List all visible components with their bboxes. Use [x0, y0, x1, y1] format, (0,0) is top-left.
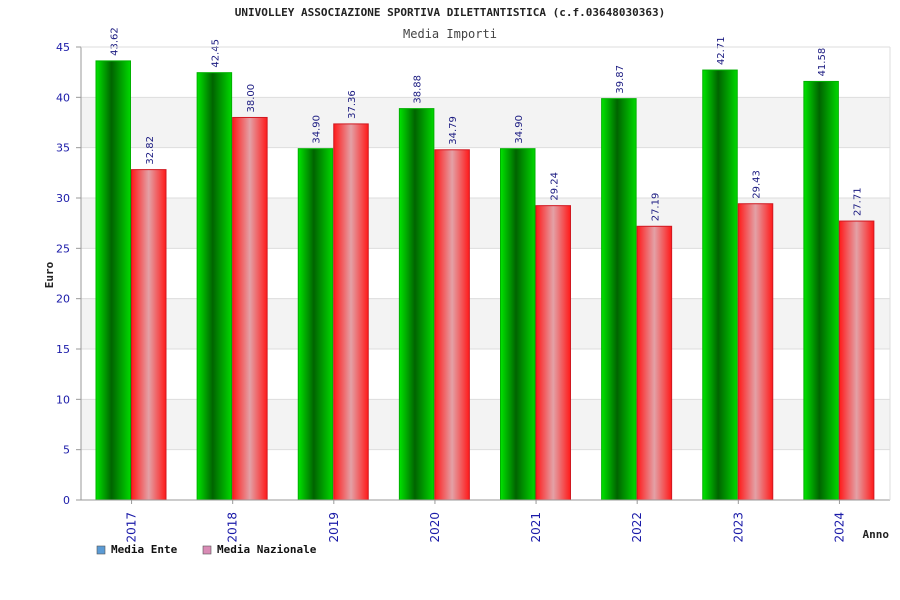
- y-tick-label: 45: [56, 41, 70, 54]
- legend-swatch: [96, 545, 106, 555]
- bar-media-ente-2020: [398, 108, 435, 501]
- x-tick-label: 2020: [428, 512, 442, 543]
- data-label: 29.24: [549, 172, 560, 201]
- x-tick-label: 2017: [125, 512, 139, 543]
- legend-label: Media Ente: [111, 543, 178, 556]
- bar-media-nazionale-2024: [838, 220, 875, 501]
- x-tick-label: 2018: [226, 512, 240, 543]
- x-axis-ticks: 2017 2018 2019 2020 2021 2022 2023 2024: [125, 500, 846, 543]
- y-axis-ticks: 0 5 10 15 20 25 30 35 40 45: [56, 41, 81, 507]
- y-tick-label: 35: [56, 142, 70, 155]
- value-labels: 43.62 32.82 42.45 38.00 34.90 37.36 38.88 34.79…: [109, 27, 863, 221]
- data-label: 38.88: [413, 75, 424, 104]
- data-label: 34.90: [312, 115, 323, 144]
- x-tick-label: 2021: [529, 512, 543, 543]
- data-label: 41.58: [817, 48, 828, 77]
- y-tick-label: 5: [63, 444, 70, 457]
- data-label: 37.36: [347, 90, 358, 119]
- y-tick-label: 30: [56, 192, 70, 205]
- bar-media-nazionale-2020: [434, 149, 470, 501]
- chart-title: UNIVOLLEY ASSOCIAZIONE SPORTIVA DILETTAN…: [235, 6, 665, 19]
- data-label: 39.87: [615, 65, 626, 94]
- bar-media-ente-2021: [500, 148, 536, 501]
- data-label: 42.71: [716, 36, 727, 65]
- x-tick-label: 2024: [832, 512, 846, 543]
- y-tick-label: 40: [56, 91, 70, 104]
- data-label: 27.19: [650, 193, 661, 222]
- y-tick-label: 0: [63, 494, 70, 507]
- axes: [80, 46, 891, 501]
- bar-media-nazionale-2019: [333, 123, 369, 501]
- bar-media-nazionale-2017: [131, 169, 167, 501]
- bar-media-ente-2022: [601, 98, 637, 501]
- x-tick-label: 2023: [731, 512, 745, 543]
- legend-swatch: [202, 545, 212, 555]
- bar-media-ente-2018: [196, 72, 233, 501]
- data-label: 34.79: [448, 116, 459, 145]
- bar-media-nazionale-2018: [232, 116, 268, 501]
- bar-media-ente-2019: [297, 148, 334, 501]
- bar-media-ente-2023: [702, 69, 738, 501]
- legend: Media Ente Media Nazionale: [96, 543, 317, 556]
- y-tick-label: 15: [56, 343, 70, 356]
- bar-media-nazionale-2021: [535, 205, 571, 501]
- bars: [95, 60, 875, 501]
- data-label: 43.62: [109, 27, 120, 56]
- y-tick-label: 20: [56, 293, 70, 306]
- y-tick-label: 10: [56, 393, 70, 406]
- x-tick-label: 2022: [630, 512, 644, 543]
- legend-label: Media Nazionale: [217, 543, 317, 556]
- data-label: 32.82: [145, 136, 156, 165]
- data-label: 27.71: [853, 187, 864, 216]
- data-label: 42.45: [210, 39, 221, 68]
- x-tick-label: 2019: [327, 512, 341, 543]
- chart-subtitle: Media Importi: [403, 27, 497, 41]
- data-label: 29.43: [752, 170, 763, 199]
- data-label: 38.00: [246, 84, 257, 113]
- bar-media-nazionale-2022: [636, 225, 673, 501]
- y-axis-label: Euro: [43, 261, 56, 288]
- bar-media-ente-2017: [95, 60, 131, 501]
- bar-media-ente-2024: [803, 80, 839, 501]
- bar-media-nazionale-2023: [737, 203, 774, 501]
- x-axis-label: Anno: [863, 528, 890, 541]
- data-label: 34.90: [514, 115, 525, 144]
- y-tick-label: 25: [56, 242, 70, 255]
